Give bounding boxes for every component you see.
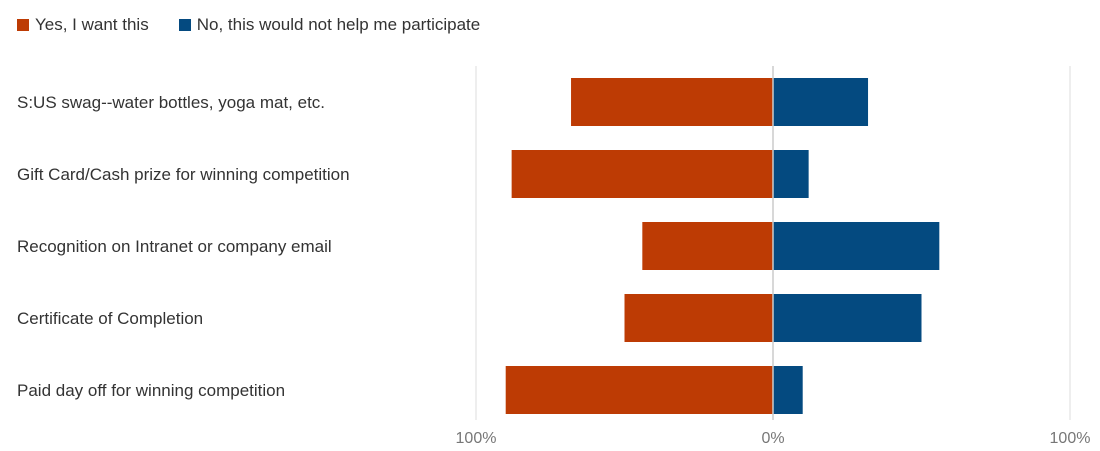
bar-yes-1[interactable] bbox=[511, 150, 773, 198]
legend-item-no[interactable]: No, this would not help me participate bbox=[178, 15, 481, 35]
legend-label-no: No, this would not help me participate bbox=[196, 15, 481, 34]
legend-swatch-no bbox=[178, 19, 191, 31]
bar-layer bbox=[505, 78, 940, 414]
bar-yes-3[interactable] bbox=[624, 294, 774, 342]
category-label-2: Recognition on Intranet or company email bbox=[17, 237, 332, 256]
label-layer: 100% 0% 100% S:US swag--water bottles, yoga… bbox=[17, 66, 1090, 447]
bar-no-0[interactable] bbox=[773, 78, 869, 126]
bar-yes-0[interactable] bbox=[571, 78, 773, 126]
category-label-3: Certificate of Completion bbox=[17, 309, 203, 328]
bar-no-2[interactable] bbox=[773, 222, 940, 270]
category-label-0: S:US swag--water bottles, yoga mat, etc. bbox=[17, 93, 325, 112]
tick-label-2: 100% bbox=[1050, 430, 1091, 447]
category-label-1: Gift Card/Cash prize for winning competi… bbox=[17, 165, 350, 184]
legend-swatch-yes bbox=[17, 19, 29, 31]
legend-item-yes[interactable]: Yes, I want this bbox=[17, 15, 149, 35]
bar-yes-2[interactable] bbox=[642, 222, 773, 270]
bar-no-4[interactable] bbox=[773, 366, 803, 414]
legend: Yes, I want this No, this would not help… bbox=[17, 13, 480, 37]
legend-label-yes: Yes, I want this bbox=[35, 15, 149, 34]
tick-label-1: 0% bbox=[761, 430, 784, 447]
bar-yes-4[interactable] bbox=[505, 366, 773, 414]
bar-no-1[interactable] bbox=[773, 150, 809, 198]
tick-label-0: 100% bbox=[456, 430, 497, 447]
category-label-4: Paid day off for winning competition bbox=[17, 381, 285, 400]
bar-no-3[interactable] bbox=[773, 294, 922, 342]
